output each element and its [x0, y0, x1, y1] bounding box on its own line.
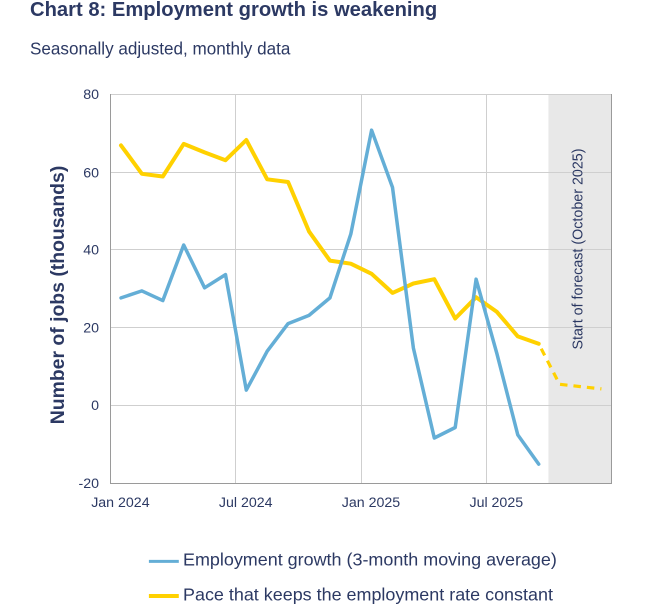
- svg-text:60: 60: [83, 165, 99, 181]
- svg-text:80: 80: [83, 87, 99, 103]
- svg-text:Seasonally adjusted, monthly d: Seasonally adjusted, monthly data: [30, 40, 291, 59]
- svg-text:Jan 2025: Jan 2025: [342, 495, 400, 511]
- svg-text:40: 40: [83, 243, 99, 259]
- svg-text:Jul 2024: Jul 2024: [219, 495, 273, 511]
- svg-text:0: 0: [91, 398, 99, 414]
- svg-text:-20: -20: [78, 476, 99, 492]
- svg-text:Start of forecast (October 202: Start of forecast (October 2025): [571, 148, 587, 349]
- svg-text:Employment growth (3-month mov: Employment growth (3-month moving averag…: [183, 550, 557, 570]
- svg-text:20: 20: [83, 320, 99, 336]
- svg-text:Jan 2024: Jan 2024: [91, 495, 149, 511]
- svg-text:Chart 8: Employment growth is: Chart 8: Employment growth is weakening: [30, 0, 437, 21]
- svg-text:Jul 2025: Jul 2025: [469, 495, 523, 511]
- svg-text:Pace that keeps the employment: Pace that keeps the employment rate cons…: [183, 585, 553, 605]
- svg-text:Number of jobs (thousands): Number of jobs (thousands): [47, 166, 69, 425]
